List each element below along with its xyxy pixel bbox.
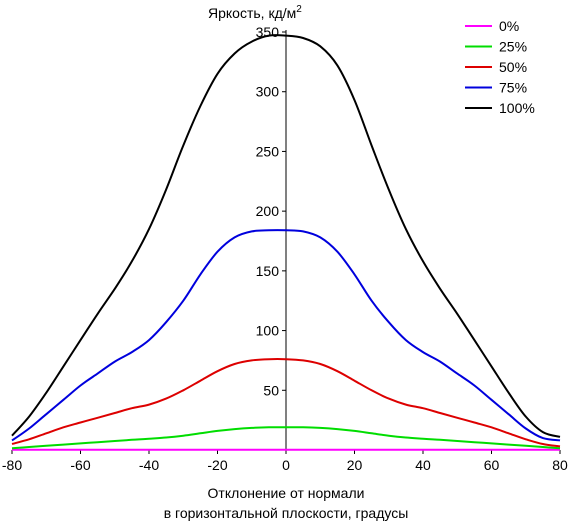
legend-label: 100% [499,100,535,116]
legend-item: 100% [465,100,535,116]
legend-item: 0% [465,18,519,34]
y-tick-label: 250 [256,143,280,159]
series-line-100pct [11,34,561,438]
legend-label: 25% [499,39,527,55]
y-tick-label: 300 [256,84,280,100]
y-tick-label: 200 [256,203,280,219]
legend-item: 50% [465,59,527,75]
legend-label: 50% [499,59,527,75]
legend-item: 25% [465,39,527,55]
x-tick-label: -80 [2,457,22,473]
x-tick-label: 60 [484,457,500,473]
legend-item: 75% [465,80,527,96]
x-axis-title-line2: в горизонтальной плоскости, градусы [164,505,409,521]
legend-label: 0% [499,18,519,34]
legend: 0% 25% 50% 75% 100% [465,18,535,116]
y-tick-label: 150 [256,263,280,279]
series-line-25pct [11,426,561,450]
legend-label: 75% [499,80,527,96]
tick-labels: -80 -60 -40 -20 0 20 40 60 805010015020025030035… [2,24,568,473]
x-tick-label: 0 [282,457,290,473]
x-tick-label: 20 [347,457,363,473]
x-tick-label: -40 [139,457,159,473]
x-tick-label: 80 [552,457,568,473]
x-axis-title-line1: Отклонение от нормали [208,485,365,501]
series-line-50pct [11,358,561,448]
x-tick-label: 40 [415,457,431,473]
y-axis-title: Яркость, кд/м2 [208,4,302,21]
x-tick-label: -20 [207,457,227,473]
series-lines [11,34,561,451]
x-tick-label: -60 [70,457,90,473]
y-tick-label: 100 [256,323,280,339]
y-tick-label: 50 [263,382,279,398]
series-line-75pct [11,229,561,442]
